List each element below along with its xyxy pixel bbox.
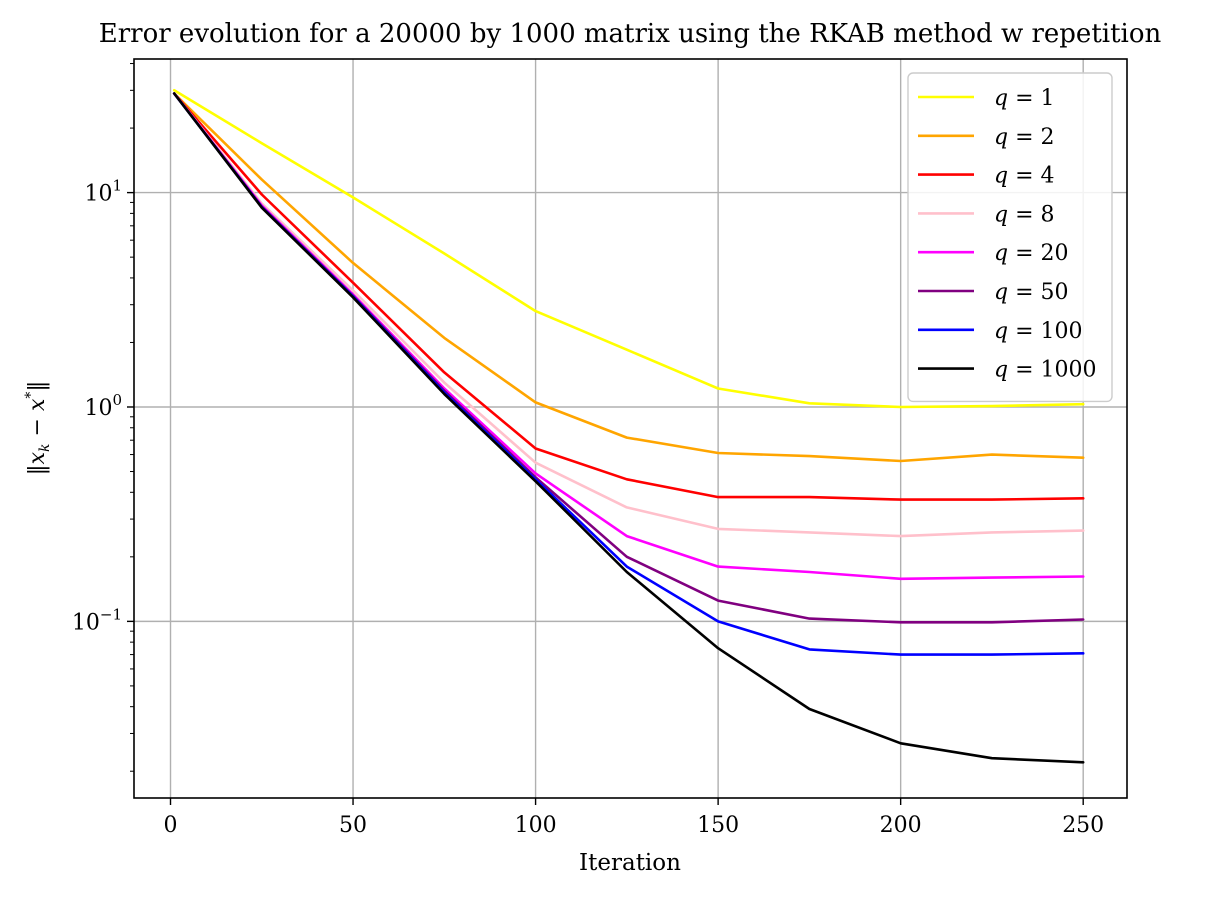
plot-frame — [133, 58, 1128, 799]
series-line — [172, 92, 1085, 538]
legend-box — [907, 72, 1113, 403]
x-tick-label: 200 — [880, 813, 922, 838]
y-tick-label: 101 — [84, 177, 122, 207]
y-tick-label: 10−1 — [72, 605, 122, 635]
series-lines — [172, 89, 1085, 764]
x-tick-label: 250 — [1062, 813, 1104, 838]
legend-label: q = 2 — [994, 125, 1055, 150]
chart-title: Error evolution for a 20000 by 1000 matr… — [99, 19, 1162, 49]
legend-label: q = 8 — [994, 202, 1055, 227]
series-line — [172, 92, 1085, 764]
x-tick-label: 100 — [515, 813, 557, 838]
x-axis-label: Iteration — [579, 850, 681, 876]
series-line — [172, 92, 1085, 463]
legend-label: q = 100 — [994, 319, 1083, 344]
legend-label: q = 4 — [994, 164, 1055, 189]
x-tick-label: 150 — [697, 813, 739, 838]
legend-label: q = 1 — [994, 86, 1055, 111]
x-tick-label: 50 — [339, 813, 367, 838]
legend-label: q = 1000 — [994, 358, 1097, 383]
legend: q = 1 q = 2 q = 4 q = 8 q = 20 q = 50 q = 100 q… — [907, 72, 1113, 403]
legend-label: q = 50 — [994, 280, 1069, 305]
legend-label: q = 20 — [994, 241, 1069, 266]
y-axis-label: ‖xk − x*‖ — [23, 381, 53, 476]
x-tick-label: 0 — [164, 813, 178, 838]
axis-ticks: 0 50 100 150 200 250 101 100 10−1 — [72, 63, 1104, 838]
y-tick-label: 100 — [84, 391, 122, 421]
series-line — [172, 89, 1085, 409]
series-line — [172, 92, 1085, 501]
